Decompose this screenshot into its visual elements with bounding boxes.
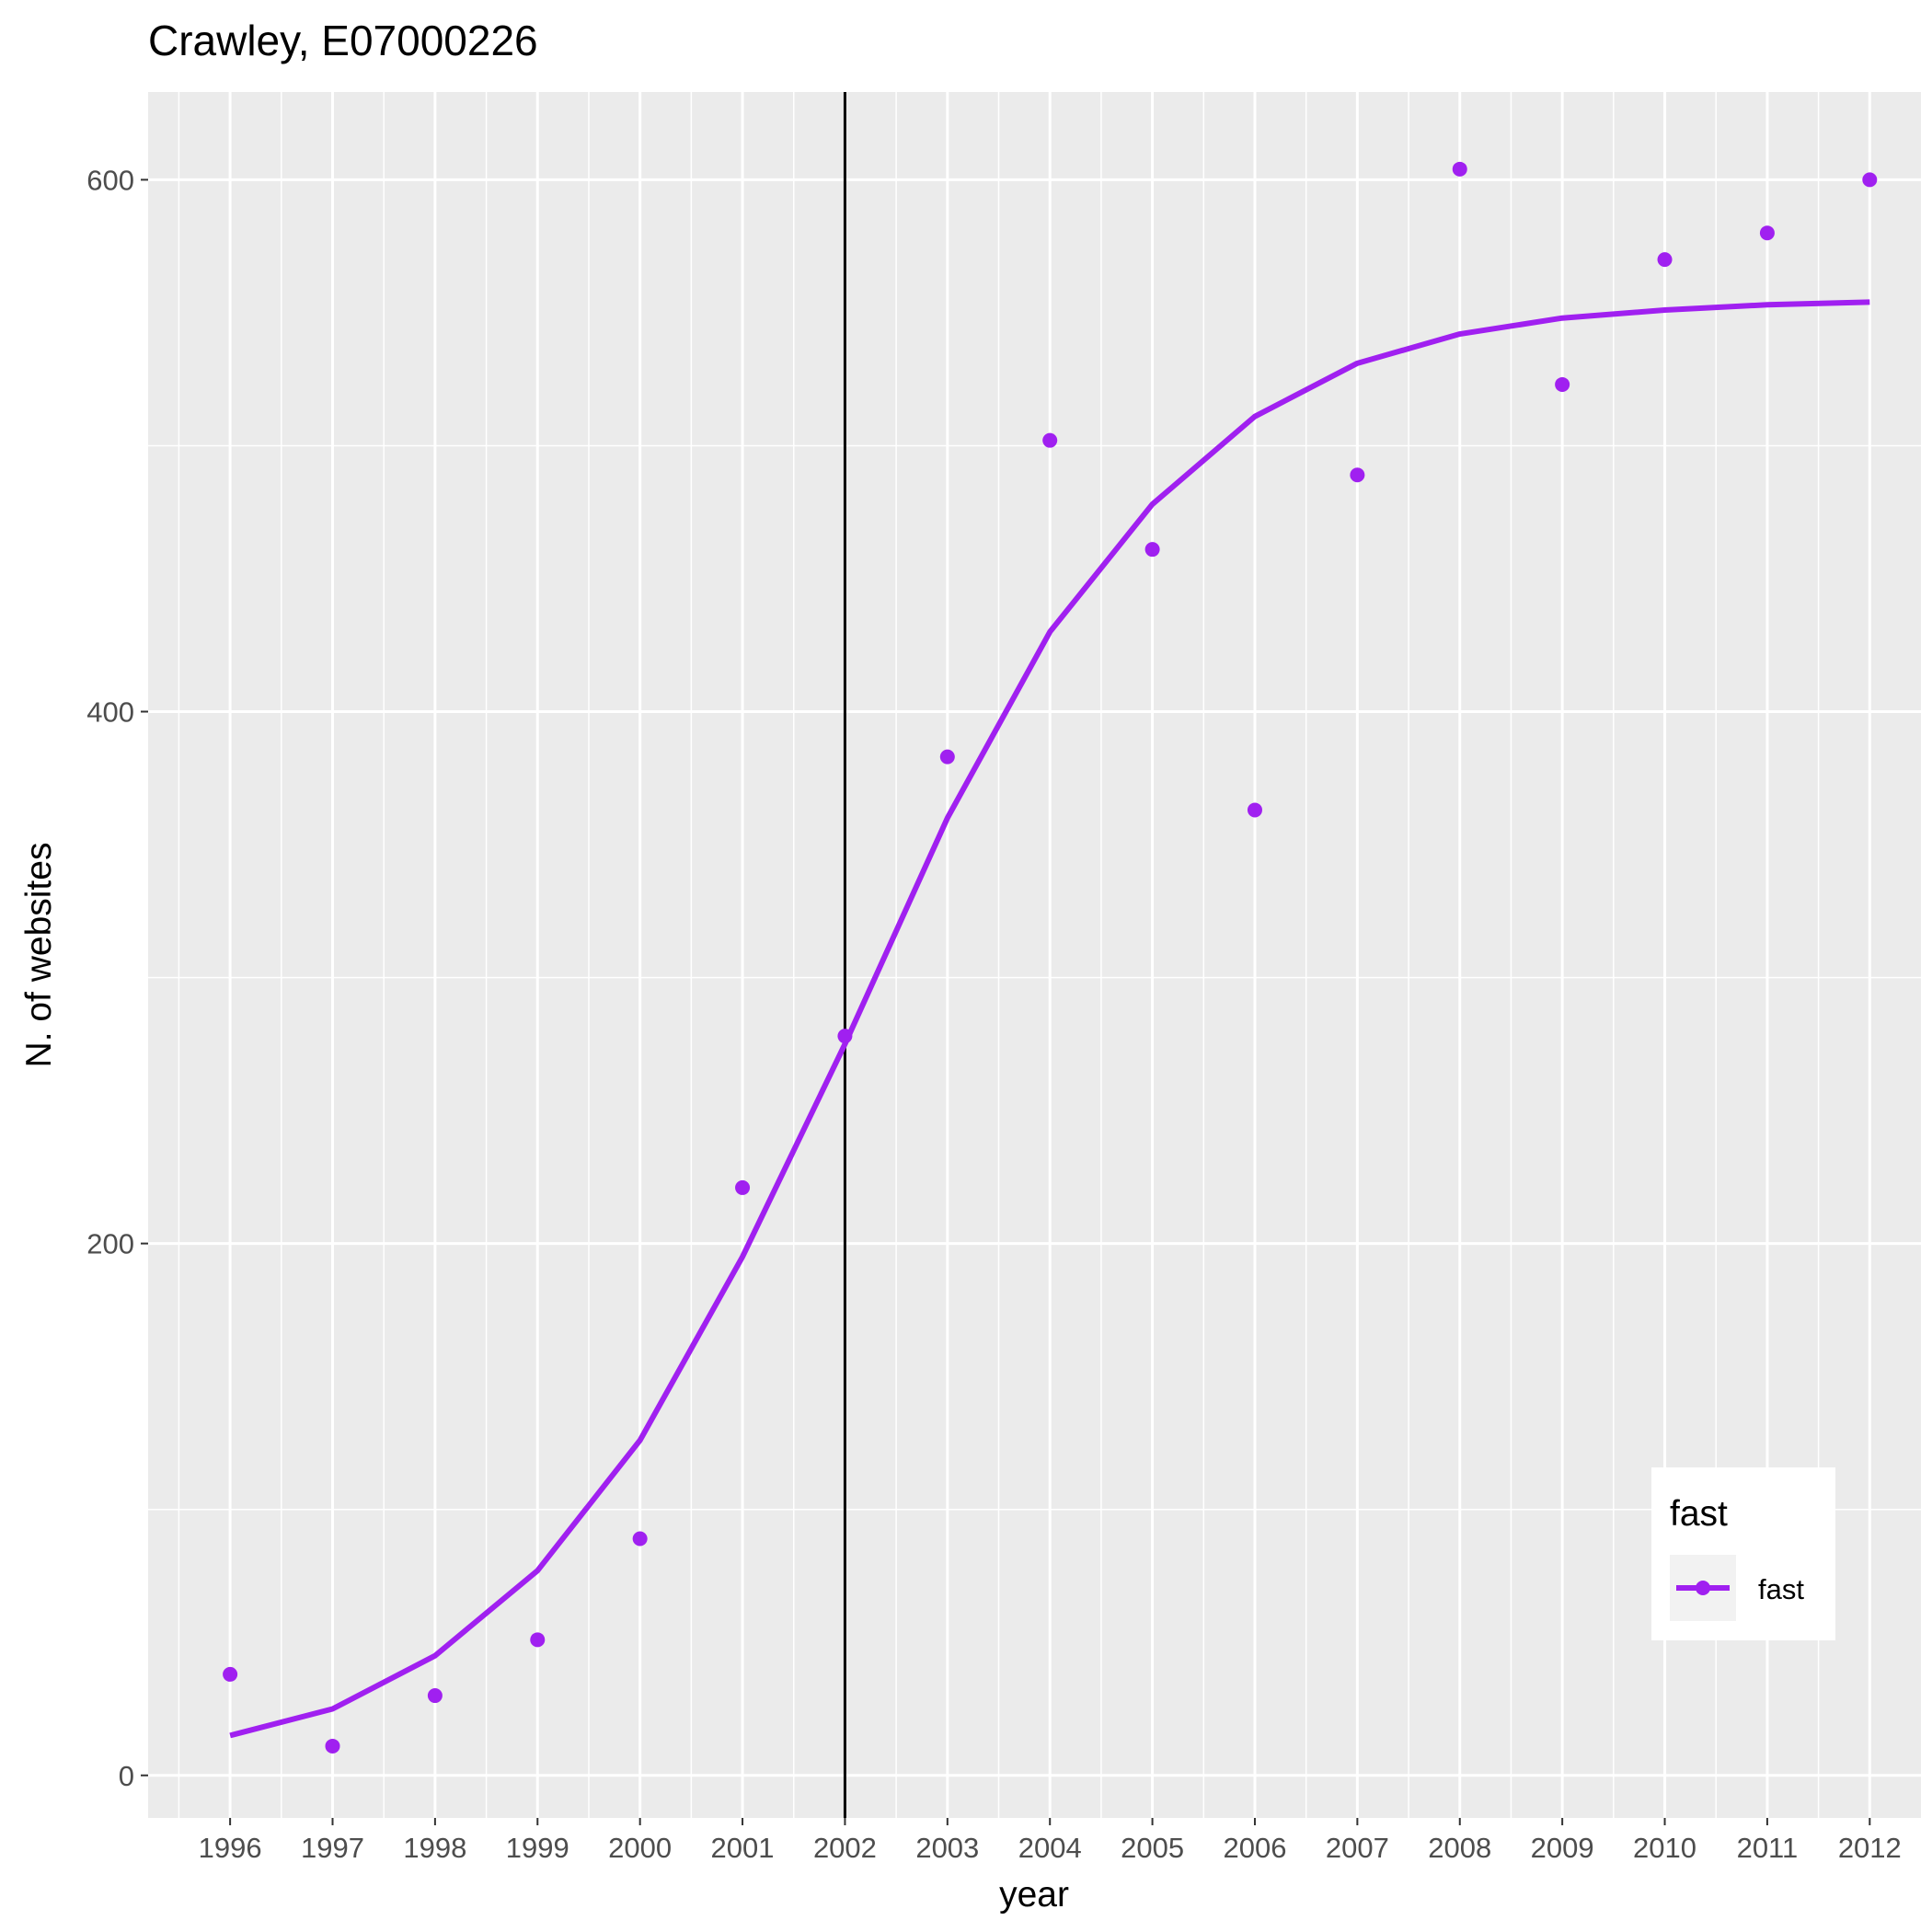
x-tick-label: 2011 [1737,1832,1799,1864]
y-tick-label: 0 [119,1760,134,1792]
x-tick-label: 1999 [506,1832,569,1864]
data-point [1759,225,1775,241]
data-point [939,749,955,765]
chart-title: Crawley, E07000226 [148,17,538,64]
data-point [223,1666,238,1682]
data-point [325,1738,340,1754]
data-point [1452,161,1467,177]
legend-title: fast [1670,1494,1728,1534]
minor-gridlines [148,92,1921,1818]
x-tick-label: 2002 [813,1832,877,1864]
data-point [1555,376,1570,392]
x-tick-label: 2005 [1121,1832,1184,1864]
x-tick-label: 2012 [1838,1832,1902,1864]
plot-panel [148,92,1921,1818]
x-tick-label: 2009 [1531,1832,1594,1864]
y-tick-label: 200 [86,1228,134,1260]
legend: fast fast [1651,1467,1835,1640]
x-tick-label: 2001 [711,1832,775,1864]
x-tick-label: 2000 [608,1832,672,1864]
y-tick-label: 400 [86,696,134,729]
y-axis: 0 200 400 600 [86,164,148,1792]
data-point [530,1632,546,1648]
data-point [1862,172,1878,188]
data-point [632,1531,648,1547]
data-point [1247,802,1262,818]
data-point [1657,252,1673,268]
y-axis-label: N. of websites [19,843,59,1068]
data-point [735,1179,751,1195]
x-axis-label: year [999,1875,1069,1915]
x-tick-label: 2010 [1633,1832,1696,1864]
x-tick-label: 2004 [1018,1832,1082,1864]
series-fast-points [223,161,1878,1754]
x-tick-label: 1996 [199,1832,262,1864]
data-point [837,1029,853,1044]
data-point [1144,542,1160,558]
legend-key-point [1696,1581,1710,1595]
data-point [427,1688,443,1704]
data-point [1042,432,1058,448]
x-tick-label: 2006 [1223,1832,1286,1864]
series-fast-line [229,299,1870,1739]
data-point [1350,467,1365,483]
legend-entry-fast: fast [1758,1573,1804,1605]
x-tick-label: 2003 [915,1832,979,1864]
x-tick-label: 1997 [301,1832,364,1864]
x-tick-label: 2007 [1326,1832,1389,1864]
x-tick-label: 2008 [1428,1832,1491,1864]
x-axis: 1996 1997 1998 1999 2000 2001 2002 2003 2004 2005… [199,1818,1902,1864]
y-tick-label: 600 [86,164,134,196]
x-tick-label: 1998 [403,1832,466,1864]
